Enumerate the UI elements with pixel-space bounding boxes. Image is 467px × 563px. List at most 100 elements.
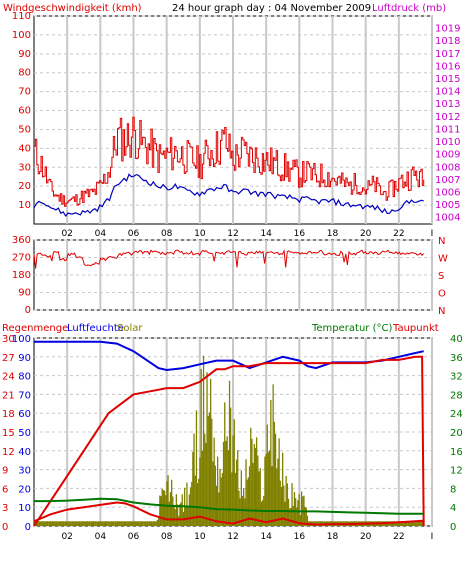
solar-bar — [103, 521, 105, 526]
solar-bar — [221, 472, 224, 526]
solar-bar — [132, 521, 134, 526]
solar-bar — [256, 437, 258, 526]
solar-bar — [206, 372, 208, 526]
solar-bar — [56, 521, 58, 526]
solar-bar — [234, 472, 237, 526]
x-tick-label: 20 — [360, 229, 372, 239]
solar-bar — [199, 457, 201, 526]
rain-tick-label: 0 — [2, 522, 8, 533]
solar-bar — [61, 521, 63, 526]
compass-tick-label: N — [438, 236, 445, 247]
solar-bar — [54, 521, 56, 526]
solar-bar — [128, 521, 130, 526]
page-title: 24 hour graph day : 04 November 2009 — [172, 3, 371, 14]
solar-bar — [254, 448, 257, 526]
solar-bar — [156, 519, 159, 526]
solar-bar — [395, 521, 397, 526]
solar-bar — [149, 521, 151, 526]
compass-tick-label: N — [438, 306, 445, 317]
solar-bar — [181, 494, 183, 526]
solar-bar — [95, 521, 97, 526]
solar-bar — [235, 459, 238, 526]
humidity-tick-label: 40 — [18, 447, 31, 458]
solar-bar — [305, 507, 307, 526]
y-tick-label: 80 — [18, 68, 31, 79]
solar-bar — [162, 490, 164, 526]
solar-bar — [198, 478, 200, 526]
pressure-label: Luftdruck (mb) — [372, 3, 446, 14]
solar-bar — [173, 506, 175, 526]
solar-bar — [45, 521, 48, 526]
solar-bar — [121, 521, 123, 526]
x-tick-label: 10 — [194, 229, 206, 239]
solar-bar — [273, 421, 275, 526]
y-tick-label: 70 — [18, 87, 31, 98]
solar-bar — [419, 521, 421, 526]
solar-bar — [246, 479, 248, 526]
solar-bar — [65, 521, 68, 526]
x-tick-label: I — [431, 229, 434, 239]
solar-bar — [171, 479, 173, 526]
solar-bar — [90, 521, 92, 526]
solar-bar — [178, 515, 180, 526]
solar-bar — [70, 521, 72, 526]
solar-bar — [286, 483, 288, 526]
solar-bar — [168, 501, 170, 526]
solar-bar — [259, 468, 261, 526]
humidity-tick-label: 50 — [18, 428, 31, 439]
solar-bar — [231, 472, 233, 526]
solar-bar — [96, 521, 98, 526]
y-right-tick-label: 1004 — [435, 213, 460, 224]
y-tick-label: 360 — [12, 235, 31, 246]
temperature-tick-label: 40 — [450, 334, 463, 345]
solar-bar — [413, 521, 415, 526]
solar-bar — [163, 490, 166, 526]
solar-bar — [78, 521, 81, 526]
solar-bar — [420, 521, 422, 526]
solar-bar — [185, 507, 187, 526]
y-tick-label: 180 — [12, 270, 31, 281]
solar-bar — [188, 494, 190, 526]
x-tick-label: 16 — [294, 229, 306, 239]
solar-bar — [134, 521, 136, 526]
temperature-tick-label: 12 — [450, 466, 463, 477]
solar-bar — [191, 481, 193, 526]
solar-bar — [251, 438, 253, 526]
solar-bar — [232, 435, 234, 526]
solar-bar — [227, 450, 229, 526]
y-tick-label: 30 — [18, 162, 31, 173]
humidity-tick-label: 100 — [12, 334, 31, 345]
solar-bar — [36, 521, 38, 526]
temperature-tick-label: 0 — [450, 522, 456, 533]
y-tick-label: 50 — [18, 124, 31, 135]
rain-tick-label: 9 — [2, 466, 8, 477]
solar-bar — [49, 521, 51, 526]
y-tick-label: 60 — [18, 106, 31, 117]
solar-bar — [136, 521, 138, 526]
y-tick-label: 110 — [12, 11, 31, 22]
y-right-tick-label: 1016 — [435, 61, 460, 72]
solar-bar — [150, 521, 153, 526]
solar-bar — [111, 521, 114, 526]
solar-bar — [291, 483, 293, 526]
solar-bar — [197, 483, 199, 526]
solar-bar — [119, 521, 121, 526]
temperature-line — [34, 497, 424, 515]
humidity-tick-label: 60 — [18, 409, 31, 420]
solar-bar — [38, 521, 40, 526]
rain-tick-label: 6 — [2, 484, 8, 495]
solar-bar — [245, 459, 247, 526]
solar-bar — [201, 450, 203, 526]
solar-bar — [215, 485, 218, 526]
solar-bar — [42, 521, 44, 526]
solar-bar — [77, 521, 79, 526]
dewpoint-line — [33, 501, 424, 526]
solar-bar — [421, 521, 423, 526]
x-tick-label: 18 — [327, 229, 339, 239]
solar-bar — [404, 521, 407, 526]
solar-bar — [137, 521, 140, 526]
x-tick-label: 14 — [260, 532, 272, 542]
y-tick-label: 100 — [12, 30, 31, 41]
y-right-tick-label: 1008 — [435, 162, 460, 173]
